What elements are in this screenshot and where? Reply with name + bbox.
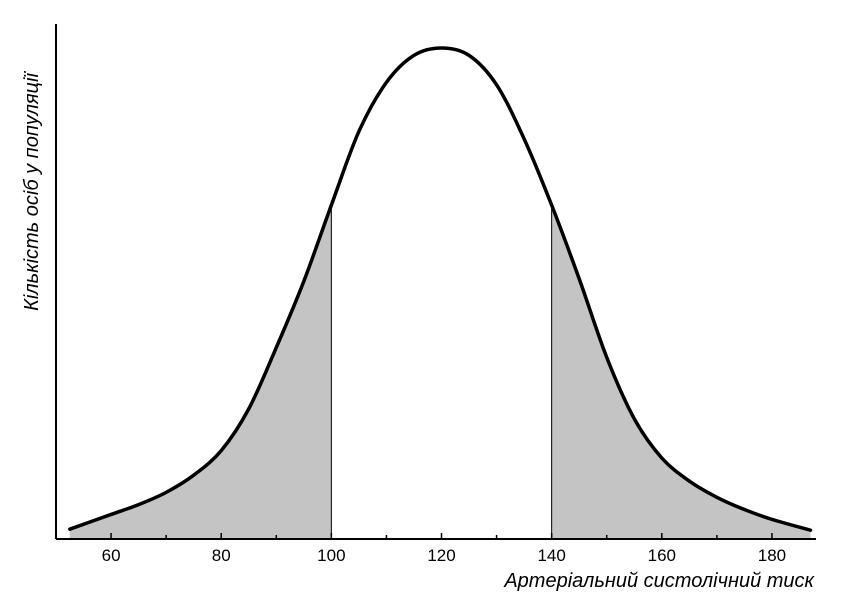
shaded-region-1	[551, 205, 811, 539]
shaded-region-0	[69, 205, 332, 539]
x-tick-label-160: 160	[648, 546, 676, 565]
x-tick-label-120: 120	[427, 546, 455, 565]
x-axis-title: Артеріальний систолічний тиск	[503, 570, 815, 592]
distribution-curve	[68, 46, 813, 532]
y-axis-title: Кількість осіб у популяції	[21, 71, 43, 311]
x-ticks	[110, 533, 773, 539]
x-tick-labels: 60 80 100 120 140 160 180	[102, 546, 787, 565]
x-tick-label-60: 60	[102, 546, 121, 565]
x-tick-label-80: 80	[212, 546, 231, 565]
shaded-regions	[69, 205, 811, 539]
x-tick-label-180: 180	[758, 546, 786, 565]
x-tick-label-100: 100	[317, 546, 345, 565]
x-tick-label-140: 140	[537, 546, 565, 565]
region-boundaries	[330, 205, 553, 539]
